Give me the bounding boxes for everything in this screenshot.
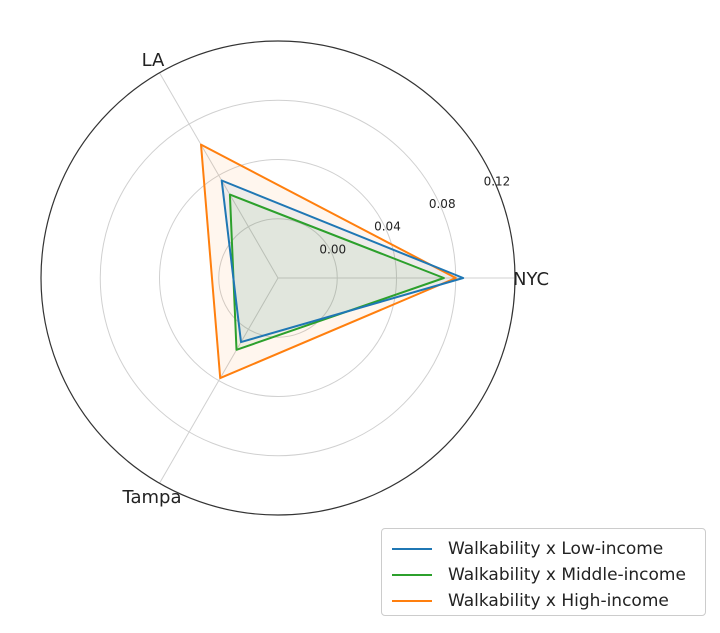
axis-label-tampa: Tampa — [121, 487, 181, 508]
series-fill-1 — [229, 194, 444, 350]
legend-label-low-income: Walkability x Low-income — [448, 539, 664, 559]
radial-tick-labels: 0.00 0.04 0.08 0.12 — [319, 174, 510, 256]
legend-label-high-income: Walkability x High-income — [448, 591, 669, 611]
axis-label-la: LA — [142, 50, 165, 71]
legend: Walkability x Low-income Walkability x M… — [381, 528, 706, 616]
spoke-tampa — [159, 277, 279, 484]
radial-tick-label-1: 0.04 — [374, 220, 401, 234]
legend-item-middle-income: Walkability x Middle-income — [392, 562, 695, 588]
radial-tick-label-2: 0.08 — [429, 197, 456, 211]
series-fill-2 — [201, 144, 456, 379]
legend-swatch-low-income — [392, 548, 432, 550]
outer-frame — [40, 40, 516, 516]
legend-label-middle-income: Walkability x Middle-income — [448, 565, 686, 585]
radial-tick-label-0: 0.00 — [319, 242, 346, 256]
legend-item-low-income: Walkability x Low-income — [392, 536, 695, 562]
series-fill-0 — [221, 180, 464, 343]
spoke-la — [159, 72, 279, 279]
axis-label-nyc: NYC — [513, 269, 549, 290]
series-line-2 — [200, 143, 457, 380]
legend-swatch-middle-income — [392, 574, 432, 576]
axis-labels: NYC LA Tampa — [121, 50, 549, 508]
radar-series-group — [200, 143, 465, 380]
radial-tick-label-3: 0.12 — [484, 174, 511, 188]
legend-item-high-income: Walkability x High-income — [392, 588, 695, 614]
legend-swatch-high-income — [392, 600, 432, 602]
series-line-0 — [220, 179, 465, 344]
